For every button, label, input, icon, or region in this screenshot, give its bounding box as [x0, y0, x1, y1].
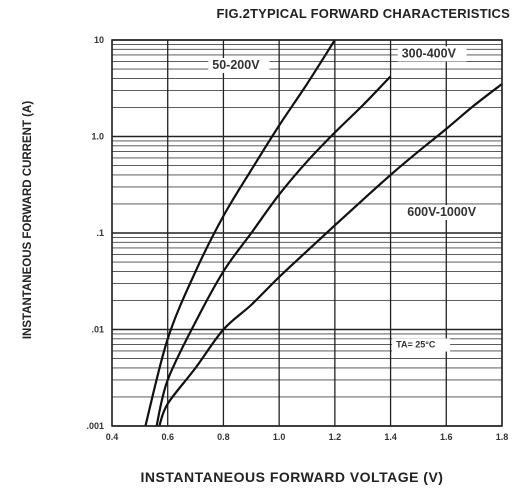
- series-label-background: [397, 46, 467, 62]
- y-tick-label: 1.0: [91, 132, 104, 142]
- x-tick-label: 0.8: [217, 432, 230, 442]
- x-tick-label: 0.6: [161, 432, 174, 442]
- y-tick-labels: .001 .01 .1 1.0 10: [86, 35, 104, 431]
- x-axis-label: INSTANTANEOUS FORWARD VOLTAGE (V): [140, 469, 444, 485]
- data-curves: [144, 39, 503, 427]
- chart-title: FIG.2TYPICAL FORWARD CHARACTERISTICS: [216, 6, 510, 21]
- x-tick-labels: 0.4 0.6 0.8 1.0 1.2 1.4 1.6 1.8: [106, 432, 509, 442]
- x-tick-label: 1.6: [440, 432, 453, 442]
- x-tick-label: 0.4: [106, 432, 119, 442]
- x-tick-label: 1.0: [273, 432, 286, 442]
- y-tick-label: .1: [96, 228, 104, 238]
- x-tick-label: 1.4: [384, 432, 397, 442]
- series-label-background: [403, 205, 488, 221]
- series-label: 50-200V: [212, 58, 260, 72]
- series-label: 300-400V: [402, 46, 457, 60]
- curve-600v-1000v: [158, 83, 503, 427]
- y-tick-label: .001: [86, 421, 104, 431]
- curve-50-200v: [144, 39, 336, 427]
- curve-300-400v: [155, 75, 392, 427]
- temperature-note-background: [392, 338, 451, 352]
- y-tick-label: .01: [91, 325, 104, 335]
- series-label-background: [208, 58, 270, 74]
- x-tick-label: 1.2: [329, 432, 342, 442]
- x-tick-label: 1.8: [496, 432, 509, 442]
- series-label: 600V-1000V: [407, 205, 476, 219]
- temperature-note: TA= 25°C: [396, 340, 436, 350]
- plot-frame: [111, 39, 503, 427]
- series-labels: 50-200V 300-400V 600V-1000V TA= 25°C: [208, 46, 488, 352]
- y-tick-label: 10: [94, 35, 104, 45]
- minor-gridlines: [112, 43, 502, 398]
